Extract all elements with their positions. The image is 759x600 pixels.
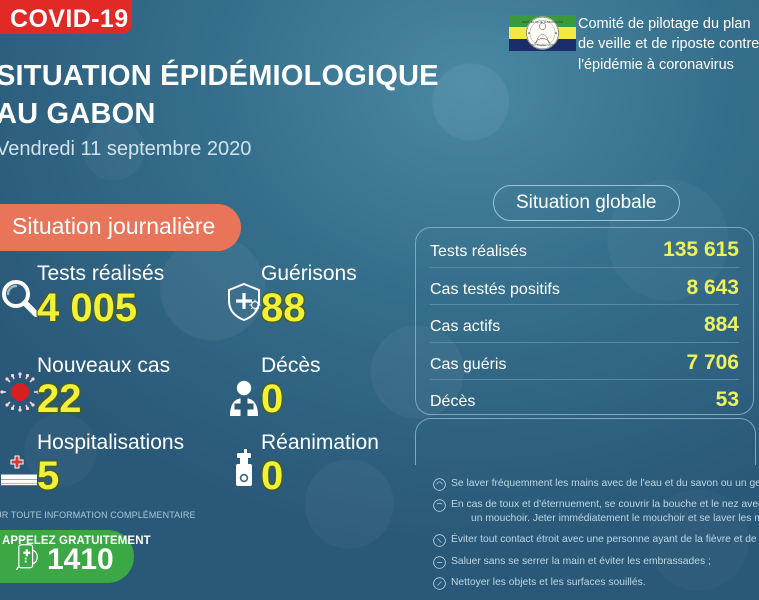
svg-text:UNION-TRAVAIL-JUSTICE: UNION-TRAVAIL-JUSTICE: [525, 43, 561, 47]
svg-text:REPUBLIQUE GABONAISE: REPUBLIQUE GABONAISE: [522, 20, 564, 24]
